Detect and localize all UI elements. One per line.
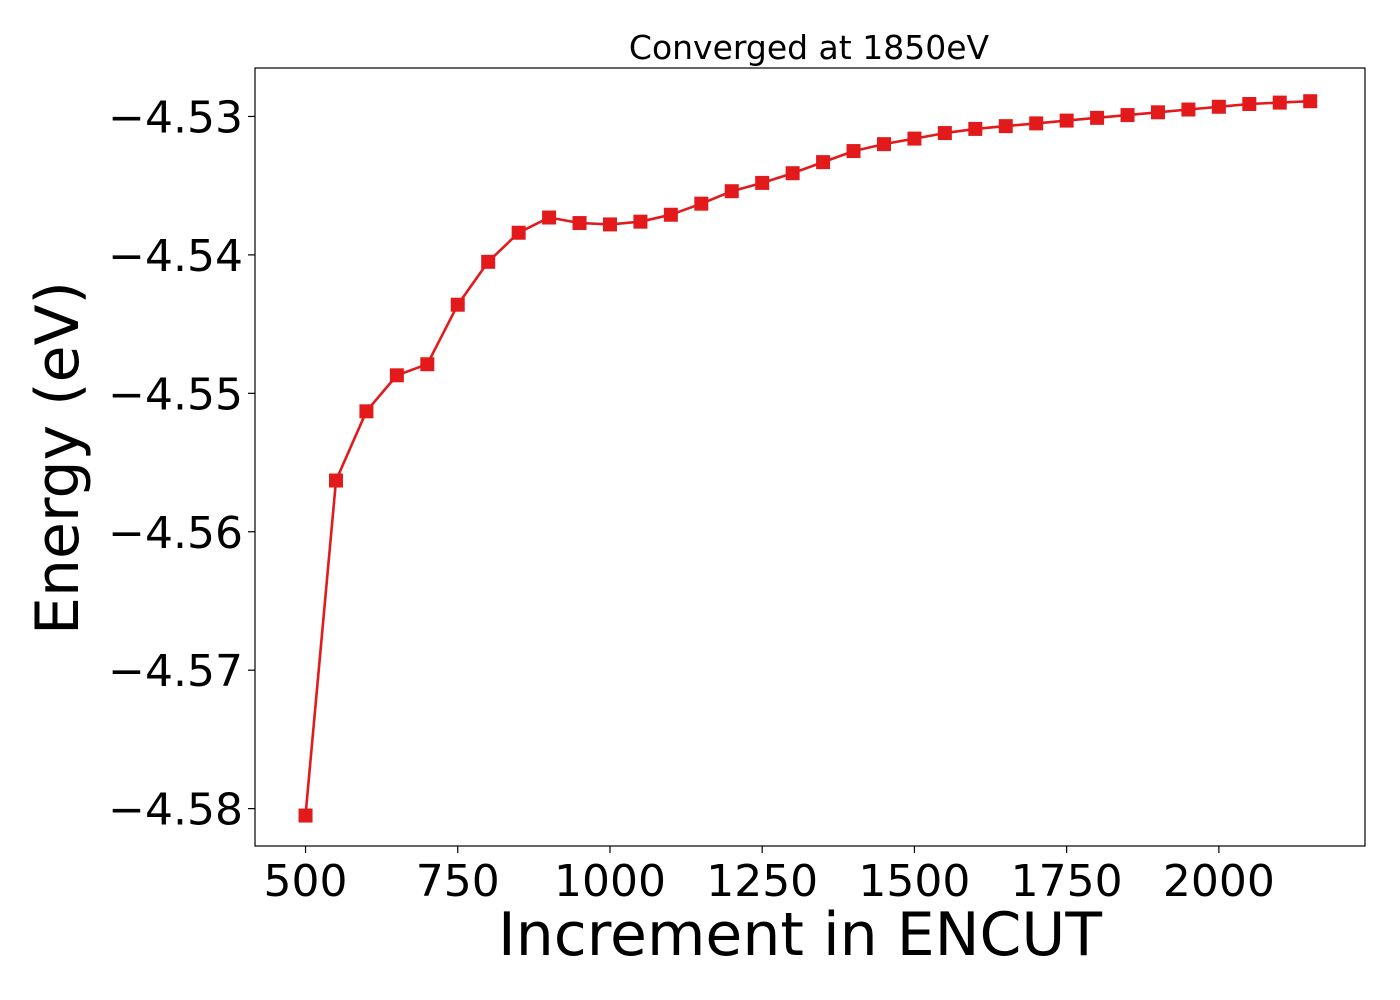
data-point: [968, 121, 983, 136]
x-axis: 500 750 1000 1250 1500 1750 2000: [264, 846, 1275, 907]
data-point: [389, 368, 404, 383]
data-point: [998, 119, 1013, 134]
data-point: [328, 473, 343, 488]
data-point: [846, 144, 861, 159]
x-tick-label: 1000: [554, 856, 666, 907]
y-axis: −4.58 −4.57 −4.56 −4.55 −4.54 −4.53: [108, 92, 255, 836]
x-tick-label: 1250: [706, 856, 818, 907]
y-tick-label: −4.57: [108, 646, 243, 697]
data-point: [816, 155, 831, 170]
data-point: [1272, 95, 1287, 110]
data-point: [1211, 99, 1226, 114]
data-point: [785, 166, 800, 181]
data-point: [633, 214, 648, 229]
data-point: [1242, 96, 1257, 111]
data-point: [359, 404, 374, 419]
x-tick-label: 500: [264, 856, 348, 907]
x-tick-label: 2000: [1163, 856, 1275, 907]
data-point: [907, 131, 922, 146]
data-point: [1150, 105, 1165, 120]
plot-frame: [254, 67, 1366, 847]
data-point: [755, 175, 770, 190]
data-point: [572, 216, 587, 231]
data-point: [1303, 94, 1318, 109]
series-line: [304, 99, 1311, 816]
data-point: [542, 210, 557, 225]
plot-area: [298, 94, 1318, 823]
data-point: [1059, 113, 1074, 128]
x-axis-label: Increment in ENCUT: [498, 900, 1102, 970]
data-point: [511, 225, 526, 240]
data-point: [937, 126, 952, 141]
data-point: [1029, 116, 1044, 131]
y-tick-label: −4.53: [108, 92, 243, 143]
data-point: [724, 184, 739, 199]
x-tick-label: 1500: [858, 856, 970, 907]
data-point: [1120, 108, 1135, 123]
data-point: [694, 196, 709, 211]
y-axis-label: Energy (eV): [23, 281, 93, 635]
x-tick-label: 1750: [1011, 856, 1123, 907]
y-tick-label: −4.58: [108, 785, 243, 836]
y-tick-label: −4.54: [108, 231, 243, 282]
y-tick-label: −4.55: [108, 369, 243, 420]
data-point: [876, 137, 891, 152]
x-tick-label: 750: [416, 856, 500, 907]
data-point: [450, 297, 465, 312]
data-point: [1181, 102, 1196, 117]
data-point: [298, 808, 313, 823]
y-tick-label: −4.56: [108, 508, 243, 559]
data-point: [420, 357, 435, 372]
data-point: [602, 217, 617, 232]
data-point: [663, 207, 678, 222]
chart-title: Converged at 1850eV: [629, 28, 990, 67]
data-point: [1090, 110, 1105, 125]
data-point: [481, 254, 496, 269]
